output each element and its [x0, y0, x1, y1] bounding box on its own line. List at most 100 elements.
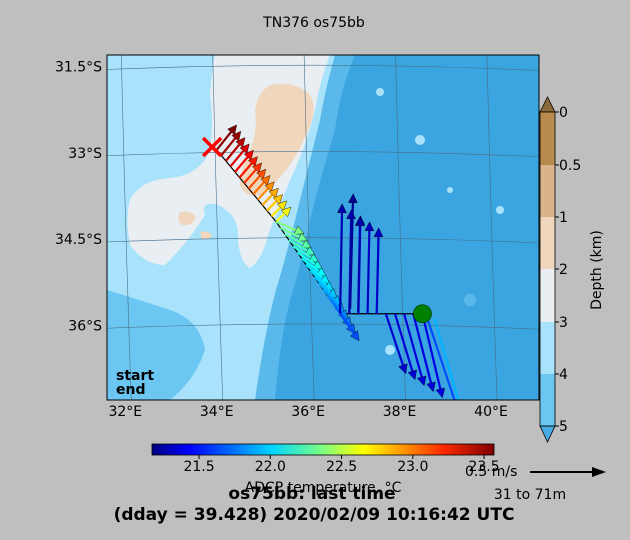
depth-colorbar-segment — [540, 269, 555, 322]
current-vector-shaft — [234, 156, 249, 173]
current-vector-shaft — [412, 313, 433, 384]
longitude-tick-label: 40°E — [474, 404, 508, 420]
latitude-labels: 31.5°S 33°S 34.5°S 36°S — [55, 60, 102, 335]
temperature-tick-label: 23.0 — [397, 459, 428, 475]
shoal-speckle — [447, 187, 453, 193]
latitude-tick-label: 34.5°S — [55, 232, 102, 248]
current-vector-shaft — [339, 212, 344, 314]
plot-title: TN376 os75bb — [262, 15, 365, 31]
current-vector-head — [417, 375, 427, 387]
current-vector-shaft — [357, 225, 362, 312]
current-vector-shaft — [225, 143, 241, 162]
current-vector-shaft — [238, 162, 253, 179]
depth-tick-label: 5 — [559, 419, 568, 435]
meridian-line — [486, 55, 498, 400]
map-frame — [106, 54, 540, 401]
parallel-line — [107, 151, 539, 158]
shoal-speckle — [385, 345, 395, 355]
current-vector-head — [293, 225, 305, 235]
current-vector-shaft — [426, 318, 456, 400]
meridian-line — [120, 55, 132, 400]
current-vector-shaft — [270, 206, 282, 217]
current-vector-head — [243, 149, 254, 161]
current-vector-head — [304, 246, 316, 256]
current-vector-head — [268, 187, 279, 199]
current-vector-shaft — [296, 251, 316, 266]
current-vector-head — [260, 175, 271, 186]
end-marker[interactable] — [201, 136, 223, 158]
current-vector-shaft — [261, 193, 274, 206]
temperature-tick-label: 22.5 — [326, 459, 357, 475]
current-vector-shaft — [215, 131, 232, 151]
current-vector-shaft — [220, 137, 237, 157]
current-vector-head — [247, 156, 258, 167]
current-vector-head — [276, 200, 288, 211]
current-vector-head — [239, 143, 250, 155]
parallel-line — [107, 64, 539, 71]
latitude-tick-label: 31.5°S — [55, 60, 102, 76]
current-vector-shaft — [229, 150, 245, 168]
current-vector-shaft — [257, 187, 269, 201]
depth-colorbar-top-extend — [539, 96, 556, 113]
longitude-labels: 32°E 34°E 36°E 38°E 40°E — [108, 404, 507, 420]
current-vector-head — [297, 232, 309, 242]
current-vector-head — [235, 137, 246, 148]
current-vector-shaft — [275, 212, 286, 223]
current-vector-head — [256, 168, 267, 180]
start-marker[interactable] — [413, 304, 432, 324]
shoal-speckle — [376, 88, 384, 96]
current-vector-shaft — [275, 220, 297, 232]
depth-colorbar-label: Depth (km) — [589, 230, 605, 310]
current-vector-shaft — [279, 226, 301, 239]
current-vector-shaft — [292, 245, 312, 259]
ridge-crest-tan-small2 — [200, 231, 212, 240]
scale-depth-range-label: 31 to 71m — [494, 487, 566, 503]
shoal-speckle — [415, 135, 425, 145]
temperature-colorbar-label: ADCP temperature, °C — [245, 480, 402, 496]
current-vector-shaft — [421, 313, 442, 390]
current-vector-shaft — [305, 263, 324, 279]
depth-colorbar-segment — [540, 165, 555, 217]
current-vector-shaft — [393, 313, 414, 372]
current-vector-shaft — [288, 239, 308, 252]
current-vector-head — [281, 206, 292, 218]
current-vector-head — [231, 130, 242, 142]
current-vector-head — [349, 330, 360, 342]
footer-line-2: (dday = 39.428) 2020/02/09 10:16:42 UTC — [114, 505, 515, 525]
current-vector-head — [348, 193, 358, 204]
current-vector-head — [337, 203, 347, 214]
current-vector-shaft — [313, 276, 332, 293]
shoal-speckle — [464, 294, 476, 306]
meridian-line — [303, 55, 315, 400]
current-vector-shaft — [284, 233, 305, 245]
current-vector-shaft — [339, 313, 355, 335]
current-vector-shaft — [433, 318, 460, 400]
start-legend-label: start — [116, 368, 154, 384]
map-area[interactable] — [107, 55, 539, 414]
meridian-line — [212, 55, 224, 400]
current-vector-shaft — [309, 269, 328, 286]
temperature-tick-label: 23.5 — [468, 459, 499, 475]
temperature-colorbar — [151, 443, 495, 456]
depth-colorbar: 0 0.5 1 2 3 4 5 — [539, 96, 581, 443]
current-vector-shaft — [366, 230, 371, 314]
current-vector-shaft — [266, 200, 278, 212]
current-vector-head — [407, 369, 417, 381]
current-vector-head — [373, 227, 384, 238]
end-legend-label: end — [116, 382, 145, 398]
depth-tick-label: 0.5 — [559, 158, 581, 174]
current-vector-head — [364, 221, 375, 232]
temperature-tick-label: 21.5 — [183, 459, 214, 475]
depth-tick-label: 3 — [559, 315, 568, 331]
current-vector-head — [252, 162, 263, 173]
longitude-tick-label: 32°E — [108, 404, 142, 420]
bathymetry-west-pockets — [107, 290, 205, 400]
depth-tick-label: 0 — [559, 105, 568, 121]
depth-colorbar-segment — [540, 112, 555, 165]
ridge-crest-tan-small — [178, 211, 196, 226]
depth-colorbar-segment — [540, 322, 555, 374]
current-vector-head — [301, 239, 312, 249]
current-vector-shaft — [349, 202, 355, 309]
current-vector-head — [227, 124, 237, 136]
graticule-lines — [107, 55, 539, 400]
